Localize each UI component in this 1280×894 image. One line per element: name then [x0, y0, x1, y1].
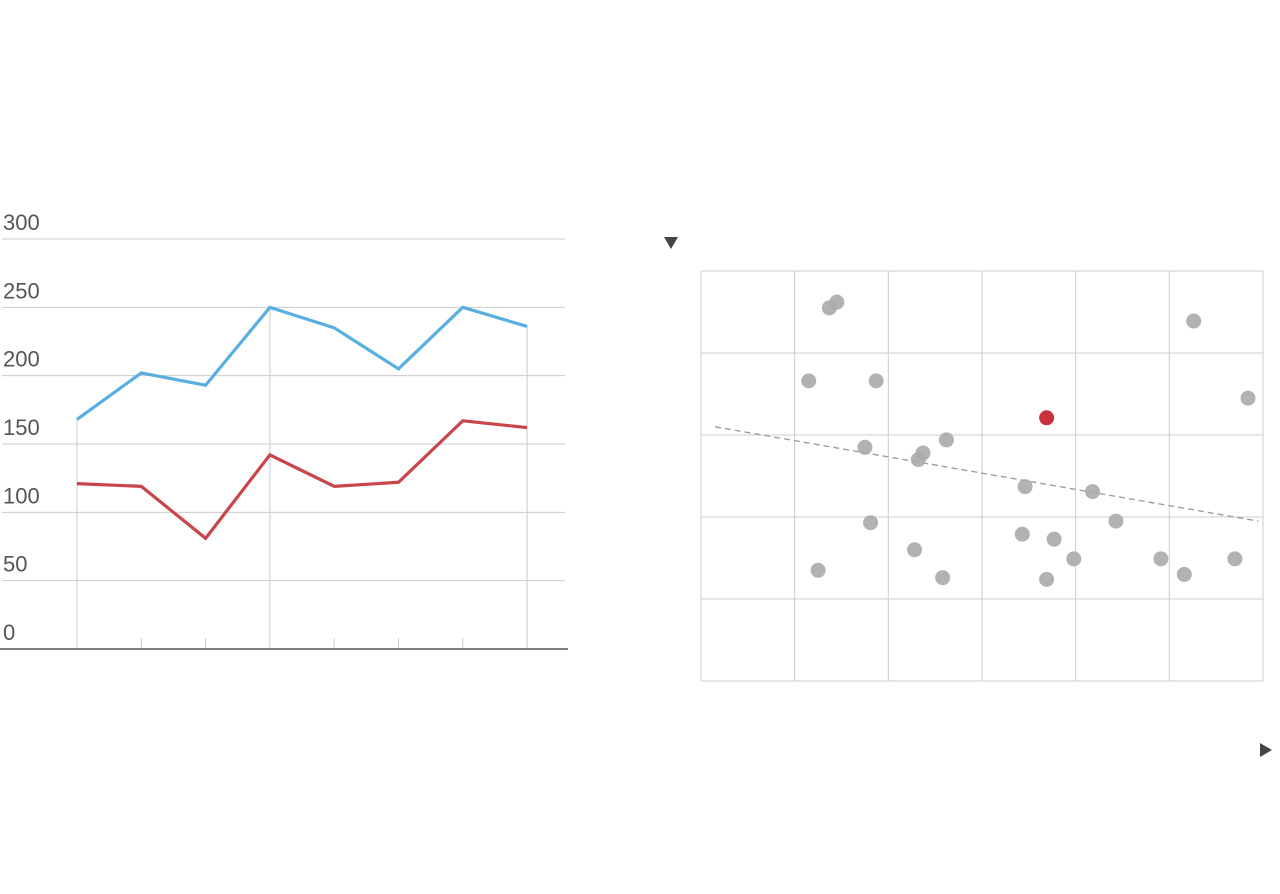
scatter-point [863, 515, 879, 531]
scatter-point [1014, 526, 1030, 542]
y-tick-label: 100 [3, 483, 40, 508]
scatter-point [1108, 513, 1124, 529]
y-axis-arrow-icon [664, 237, 678, 249]
scatter-point [938, 432, 954, 448]
scatter-point [1085, 484, 1101, 500]
scatter-point [935, 570, 951, 586]
scatter-point [829, 294, 845, 310]
x-axis-arrow-icon [1260, 743, 1272, 757]
line-chart: 0 50 100 150 200 250 300 [0, 210, 568, 650]
scatter-chart [700, 270, 1264, 682]
scatter-point [1046, 531, 1062, 547]
scatter-point [1153, 551, 1169, 567]
series-line-2 [76, 419, 528, 541]
y-tick-label: 200 [3, 347, 40, 372]
scatter-point [1176, 566, 1192, 582]
highlighted-point [1039, 410, 1055, 426]
trend-line [714, 426, 1259, 522]
y-tick-label: 0 [3, 620, 15, 645]
y-tick-label: 150 [3, 415, 40, 440]
scatter-point [801, 373, 817, 389]
y-tick-label: 50 [3, 552, 27, 577]
scatter-point [1066, 551, 1082, 567]
scatter-point [1017, 479, 1033, 495]
scatter-point [907, 542, 923, 558]
scatter-point [1227, 551, 1243, 567]
scatter-point [1186, 313, 1202, 329]
scatter-point [910, 452, 926, 468]
scatter-point [1240, 390, 1256, 406]
y-tick-label: 250 [3, 278, 40, 303]
series-line-1 [76, 305, 528, 421]
scatter-point [857, 439, 873, 455]
scatter-point [868, 373, 884, 389]
scatter-point [1039, 571, 1055, 587]
scatter-point [810, 562, 826, 578]
y-tick-label: 300 [3, 210, 40, 235]
